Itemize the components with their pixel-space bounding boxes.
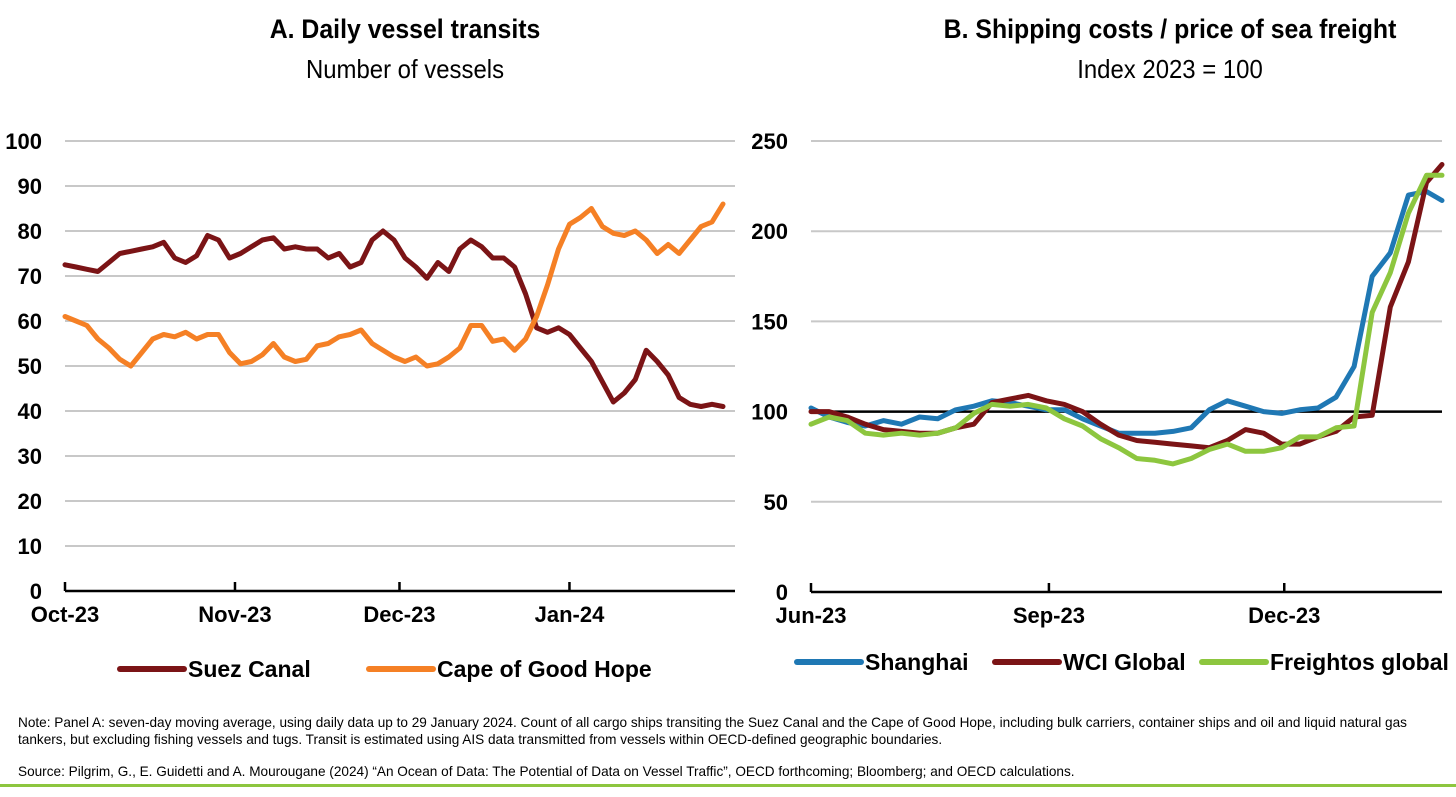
panel-b-title: B. Shipping costs / price of sea freight bbox=[943, 14, 1397, 44]
legend-label-freightos-global: Freightos global bbox=[1270, 649, 1449, 675]
y-tick-label: 0 bbox=[776, 580, 788, 605]
y-tick-label: 250 bbox=[751, 129, 788, 154]
chart-panel-a: 0 10 20 30 40 50 60 70 80 90 100 Oct-23 Nov-23 Dec-23… bbox=[5, 129, 735, 682]
x-tick-label: Jun-23 bbox=[776, 603, 847, 628]
x-tick-label: Oct-23 bbox=[31, 602, 99, 627]
y-tick-label: 50 bbox=[764, 490, 788, 515]
y-tick-label: 90 bbox=[18, 174, 42, 199]
series-line-cape-of-good-hope bbox=[62, 201, 726, 369]
y-tick-label: 60 bbox=[18, 309, 42, 334]
series-line-shanghai bbox=[808, 189, 1445, 436]
series-line-freightos-global bbox=[808, 172, 1445, 467]
y-tick-label: 50 bbox=[18, 354, 42, 379]
legend-label-shanghai: Shanghai bbox=[865, 649, 969, 675]
panel-b-subtitle: Index 2023 = 100 bbox=[1077, 54, 1263, 84]
chart-source: Source: Pilgrim, G., E. Guidetti and A. … bbox=[18, 764, 1075, 779]
y-tick-label: 30 bbox=[18, 444, 42, 469]
y-tick-label: 80 bbox=[18, 219, 42, 244]
chart-panel-b: 0 50 100 150 200 250 Jun-23 Sep-23 Dec-23 Shangha… bbox=[751, 129, 1449, 675]
panel-a-title: A. Daily vessel transits bbox=[269, 14, 541, 44]
panel-a-subtitle: Number of vessels bbox=[305, 54, 505, 84]
chart-note: Note: Panel A: seven-day moving average,… bbox=[18, 715, 1407, 747]
y-tick-label: 100 bbox=[751, 400, 788, 425]
x-tick-label: Dec-23 bbox=[363, 602, 435, 627]
y-tick-label: 20 bbox=[18, 489, 42, 514]
x-tick-label: Nov-23 bbox=[198, 602, 271, 627]
y-tick-label: 70 bbox=[18, 264, 42, 289]
series-line-suez-canal bbox=[62, 228, 726, 409]
y-tick-label: 150 bbox=[751, 309, 788, 334]
x-tick-label: Jan-24 bbox=[535, 602, 605, 627]
y-tick-label: 0 bbox=[30, 579, 42, 604]
y-tick-label: 10 bbox=[18, 534, 42, 559]
y-tick-label: 100 bbox=[5, 129, 42, 154]
legend-label-wci-global: WCI Global bbox=[1063, 649, 1186, 675]
legend-label-cape-of-good-hope: Cape of Good Hope bbox=[437, 656, 652, 682]
y-tick-label: 40 bbox=[18, 399, 42, 424]
x-tick-label: Dec-23 bbox=[1248, 603, 1320, 628]
y-tick-label: 200 bbox=[751, 219, 788, 244]
legend-label-suez-canal: Suez Canal bbox=[188, 656, 311, 682]
x-tick-label: Sep-23 bbox=[1013, 603, 1085, 628]
series-line-wci-global bbox=[808, 162, 1445, 451]
bottom-rule bbox=[0, 784, 1456, 787]
